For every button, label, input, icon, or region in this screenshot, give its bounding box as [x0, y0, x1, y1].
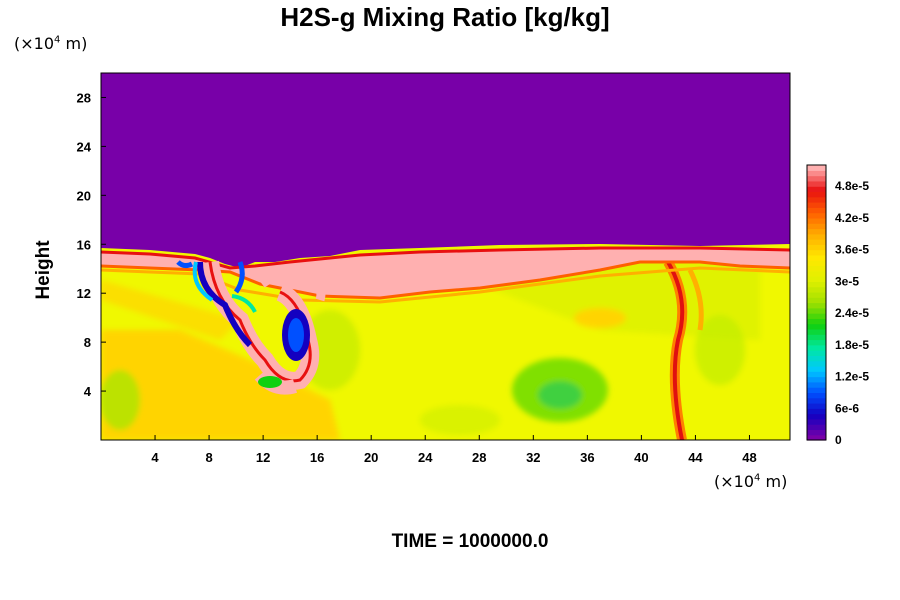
colorbar-swatch: [807, 334, 826, 341]
colorbar-frame: [806, 164, 827, 441]
colorbar-swatch: [807, 313, 826, 319]
y-axis-ticks: 4 8 12 16 20 24 28: [77, 90, 106, 399]
colorbar-tick-label: 4.2e-5: [835, 211, 869, 225]
colorbar-swatch: [807, 355, 826, 362]
x-tick-label: 12: [256, 450, 270, 465]
colorbar-swatch: [807, 165, 826, 171]
x-tick-label: 16: [310, 450, 324, 465]
colorbar-swatch: [807, 244, 826, 251]
y-tick-label: 20: [77, 188, 91, 203]
colorbar-swatch: [807, 429, 826, 436]
colorbar-swatch: [807, 392, 826, 399]
colorbar-swatch: [807, 371, 826, 378]
x-tick-label: 32: [526, 450, 540, 465]
colorbar-swatch: [807, 418, 826, 425]
x-tick-label: 24: [418, 450, 433, 465]
colorbar-swatch: [807, 434, 826, 441]
x-tick-label: 8: [205, 450, 212, 465]
colorbar-swatch: [807, 239, 826, 245]
colorbar-swatch: [807, 223, 826, 230]
colorbar-swatch: [807, 408, 826, 415]
colorbar-swatch: [807, 291, 826, 298]
time-label: TIME = 1000000.0: [391, 531, 549, 552]
colorbar-swatch: [807, 249, 826, 256]
colorbar-swatch: [807, 191, 826, 198]
x-tick-label: 40: [634, 450, 648, 465]
y-tick-label: 28: [77, 90, 91, 105]
colorbar-swatch: [807, 350, 826, 356]
colorbar-swatch: [807, 381, 826, 388]
x-tick-label: 20: [364, 450, 378, 465]
colorbar-swatch: [807, 402, 826, 409]
colorbar-tick-label: 1.2e-5: [835, 370, 869, 384]
x-tick-label: 44: [688, 450, 703, 465]
colorbar-swatch: [807, 339, 826, 346]
colorbar-swatch: [807, 265, 826, 272]
colorbar-swatch: [807, 318, 826, 325]
chart-title: H2S-g Mixing Ratio [kg/kg]: [280, 2, 610, 32]
colorbar-swatch: [807, 202, 826, 208]
colorbar-swatch: [807, 397, 826, 404]
colorbar-swatch: [807, 360, 826, 367]
colorbar-tick-label: 0: [835, 433, 842, 447]
colorbar-swatch: [807, 207, 826, 214]
colorbar-swatch: [807, 212, 826, 219]
colorbar-swatch: [807, 323, 826, 330]
colorbar-swatch: [807, 297, 826, 304]
colorbar-swatch: [807, 196, 826, 203]
y-tick-label: 4: [84, 384, 92, 399]
heatmap-field: [101, 73, 790, 440]
colorbar: [806, 164, 827, 441]
colorbar-swatch: [807, 376, 826, 383]
colorbar-ticks: 0 6e-6 1.2e-5 1.8e-5 2.4e-5 3e-5 3.6e-5 4.2e-5 4…: [835, 179, 869, 447]
colorbar-swatch: [807, 387, 826, 394]
colorbar-tick-label: 1.8e-5: [835, 338, 869, 352]
colorbar-swatch: [807, 365, 826, 372]
colorbar-swatch: [807, 328, 826, 335]
colorbar-swatch: [807, 254, 826, 261]
colorbar-tick-label: 6e-6: [835, 401, 859, 415]
y-tick-label: 16: [77, 237, 91, 252]
colorbar-swatch: [807, 281, 826, 288]
colorbar-swatch: [807, 175, 826, 182]
x-axis-ticks: 4 8 12 16 20 24 28 32 36 40 44 48: [151, 435, 757, 465]
y-tick-label: 24: [77, 139, 92, 154]
colorbar-swatch: [807, 270, 826, 277]
colorbar-swatch: [807, 170, 826, 177]
colorbar-tick-label: 4.8e-5: [835, 179, 869, 193]
y-axis-unit: (×104 m): [14, 34, 88, 53]
colorbar-tick-label: 3.6e-5: [835, 243, 869, 257]
colorbar-swatch: [807, 413, 826, 420]
colorbar-swatch: [807, 276, 826, 282]
colorbar-swatch: [807, 307, 826, 314]
x-tick-label: 48: [742, 450, 756, 465]
colorbar-swatch: [807, 344, 826, 351]
colorbar-swatch: [807, 302, 826, 309]
plot-frame: [100, 72, 791, 441]
colorbar-swatch: [807, 424, 826, 431]
colorbar-tick-label: 3e-5: [835, 274, 859, 288]
colorbar-swatch: [807, 233, 826, 240]
x-tick-label: 36: [580, 450, 594, 465]
colorbar-swatch: [807, 217, 826, 224]
y-tick-label: 12: [77, 286, 91, 301]
colorbar-swatch: [807, 286, 826, 293]
x-tick-label: 4: [151, 450, 159, 465]
colorbar-swatch: [807, 186, 826, 193]
x-axis-unit: (×104 m): [714, 472, 788, 491]
colorbar-swatch: [807, 180, 826, 187]
colorbar-swatch: [807, 260, 826, 267]
colorbar-swatch: [807, 228, 826, 235]
x-tick-label: 28: [472, 450, 486, 465]
colorbar-tick-label: 2.4e-5: [835, 306, 869, 320]
y-tick-label: 8: [84, 335, 91, 350]
